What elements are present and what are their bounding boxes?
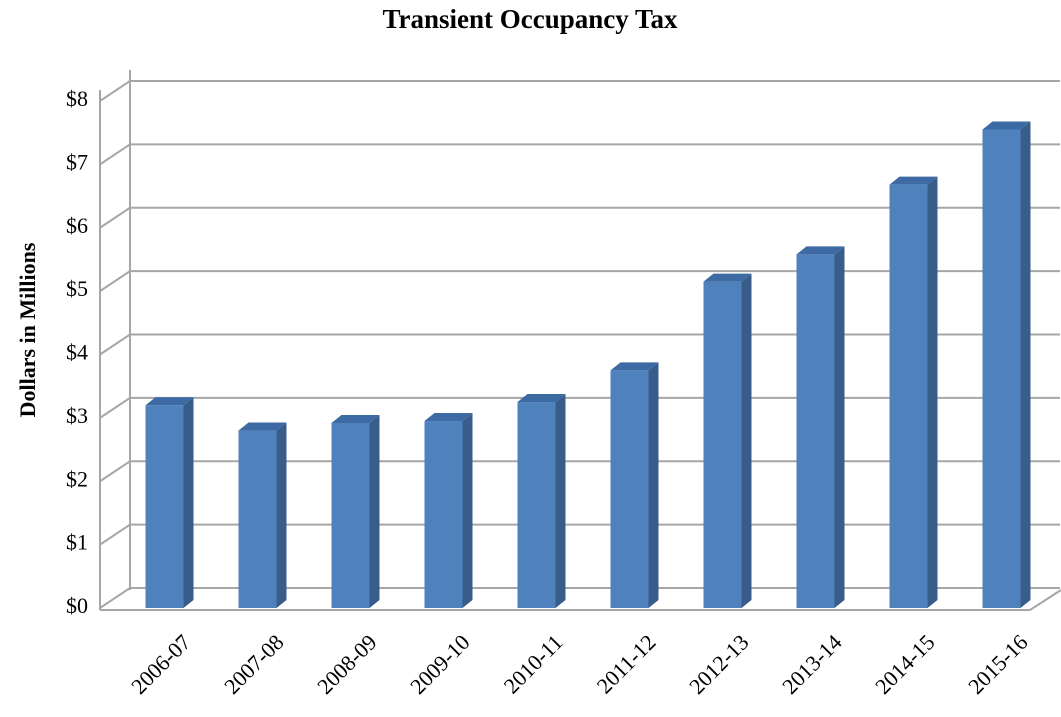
bar-side <box>369 414 380 608</box>
y-tick-label: $0 <box>66 593 88 618</box>
y-tick-label: $4 <box>66 340 88 365</box>
bar-top <box>796 246 845 255</box>
bar-front <box>331 422 370 608</box>
x-tick-label: 2009-10 <box>405 629 475 699</box>
x-tick-label: 2013-14 <box>777 629 847 699</box>
bar <box>610 362 659 608</box>
x-tick-label: 2007-08 <box>219 629 289 699</box>
bar-top <box>517 394 566 403</box>
bar-top <box>982 121 1031 130</box>
x-tick-label: 2006-07 <box>126 629 196 699</box>
grid-line <box>99 206 131 229</box>
y-tick-label: $7 <box>66 149 88 174</box>
grid-line <box>99 270 131 292</box>
bar-front <box>517 402 556 608</box>
floor-side-edge <box>1029 589 1061 611</box>
bar-top <box>238 422 287 431</box>
y-tick-label: $2 <box>66 466 88 491</box>
x-tick-label: 2010-11 <box>499 629 568 698</box>
x-tick-label: 2011-12 <box>592 629 661 698</box>
bar-front <box>610 370 649 608</box>
bar-front <box>424 421 463 608</box>
bar <box>424 413 473 608</box>
bar-side <box>741 273 752 608</box>
bar <box>982 121 1031 609</box>
grid-line <box>99 460 131 483</box>
bar <box>703 273 752 608</box>
bar-top <box>703 273 752 282</box>
x-tick-label: 2012-13 <box>684 629 754 699</box>
grid-line <box>99 143 131 166</box>
bar-front <box>703 281 742 608</box>
y-tick-label: $8 <box>66 86 88 111</box>
bar-top <box>145 397 194 406</box>
bar <box>238 422 287 608</box>
y-tick-label: $5 <box>66 276 88 301</box>
bar-top <box>424 413 473 422</box>
bar-front <box>982 129 1021 609</box>
bar <box>889 176 938 608</box>
bar-front <box>238 430 277 608</box>
bar-side <box>555 394 566 608</box>
chart-title: Transient Occupancy Tax <box>382 4 678 34</box>
bar <box>331 414 380 608</box>
bar <box>517 394 566 608</box>
bar-side <box>648 362 659 608</box>
x-tick-label: 2008-09 <box>312 629 382 699</box>
y-axis-label: Dollars in Millions <box>15 242 40 417</box>
bar-top <box>331 414 380 423</box>
bar-side <box>183 397 194 608</box>
bar-front <box>796 254 835 608</box>
grid-line <box>99 587 131 609</box>
bar-side <box>276 422 287 608</box>
x-tick-label: 2014-15 <box>870 629 940 699</box>
bar <box>796 246 845 608</box>
y-tick-label: $3 <box>66 403 88 428</box>
y-tick-label: $1 <box>66 530 88 555</box>
bar-top <box>610 362 659 371</box>
grid-line <box>99 333 131 356</box>
bar-front <box>889 184 928 608</box>
bar <box>145 397 194 608</box>
y-tick-label: $6 <box>66 213 88 238</box>
bar-front <box>145 405 184 608</box>
bar-side <box>927 176 938 608</box>
bar-side <box>1020 121 1031 609</box>
grid-line <box>99 80 131 102</box>
grid-line <box>99 523 131 546</box>
bar-side <box>462 413 473 608</box>
bar-top <box>889 176 938 185</box>
bar-side <box>834 246 845 608</box>
x-tick-label: 2015-16 <box>963 629 1033 699</box>
grid-line <box>99 397 131 419</box>
